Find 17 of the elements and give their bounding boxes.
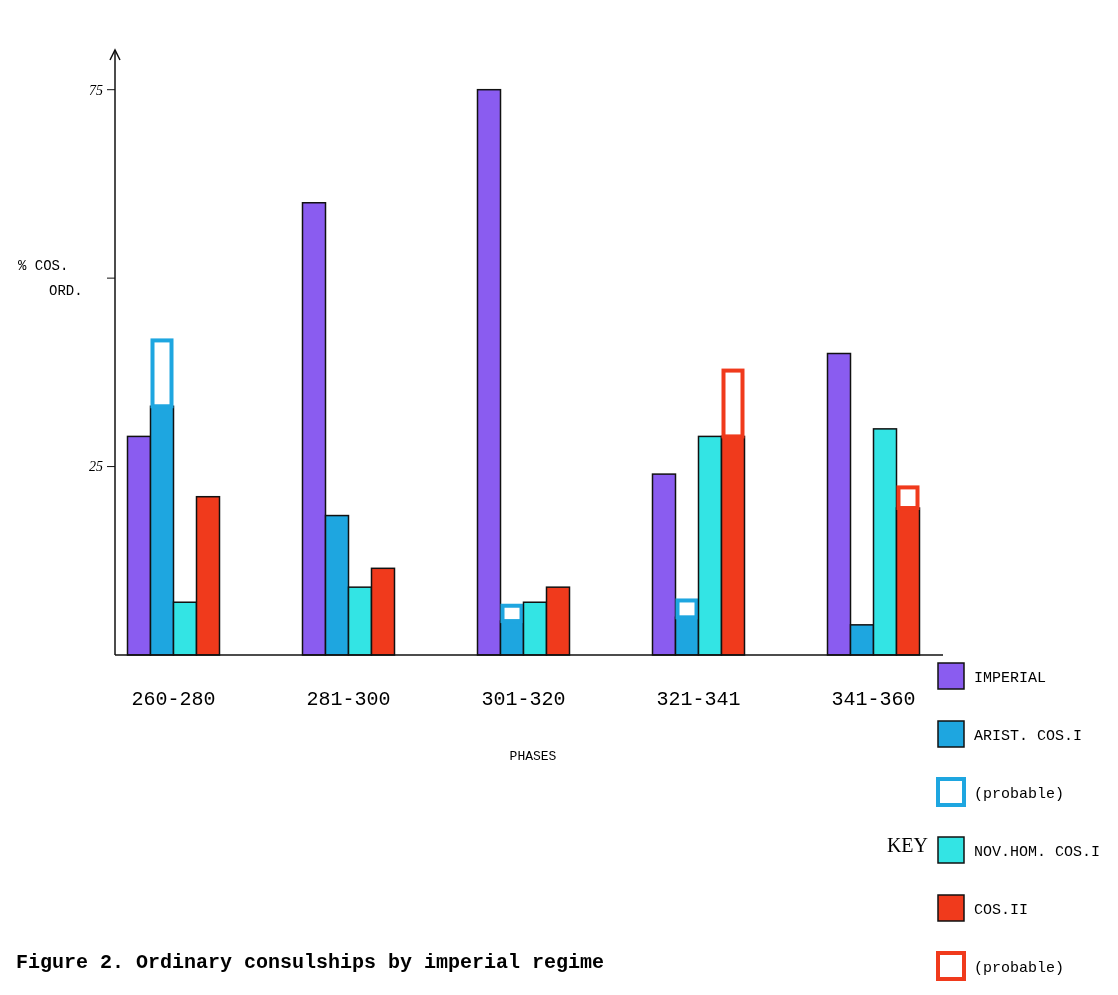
legend-label: (probable)	[974, 785, 1065, 803]
x-tick-label: 321-341	[656, 688, 741, 711]
legend-label: IMPERIAL	[974, 669, 1047, 687]
x-tick-label: 341-360	[831, 688, 916, 711]
legend-label: ARIST. COS.I	[974, 727, 1083, 745]
x-axis-title: PHASES	[509, 749, 557, 764]
x-tick-label: 260-280	[131, 688, 216, 711]
text: Figure 2. Ordinary consulships by imperial regime	[16, 951, 605, 974]
y-tick-label: 75	[89, 82, 103, 98]
x-tick-label: 301-320	[481, 688, 566, 711]
legend-title: KEY	[886, 834, 928, 856]
y-tick-label: 25	[89, 459, 103, 475]
x-tick-label: 281-300	[306, 688, 391, 711]
legend-label: COS.II	[974, 901, 1029, 919]
legend-label: (probable)	[974, 959, 1065, 977]
y-axis-title: % COS. ORD.	[18, 258, 83, 299]
legend-label: NOV.HOM. COS.I	[974, 843, 1101, 861]
